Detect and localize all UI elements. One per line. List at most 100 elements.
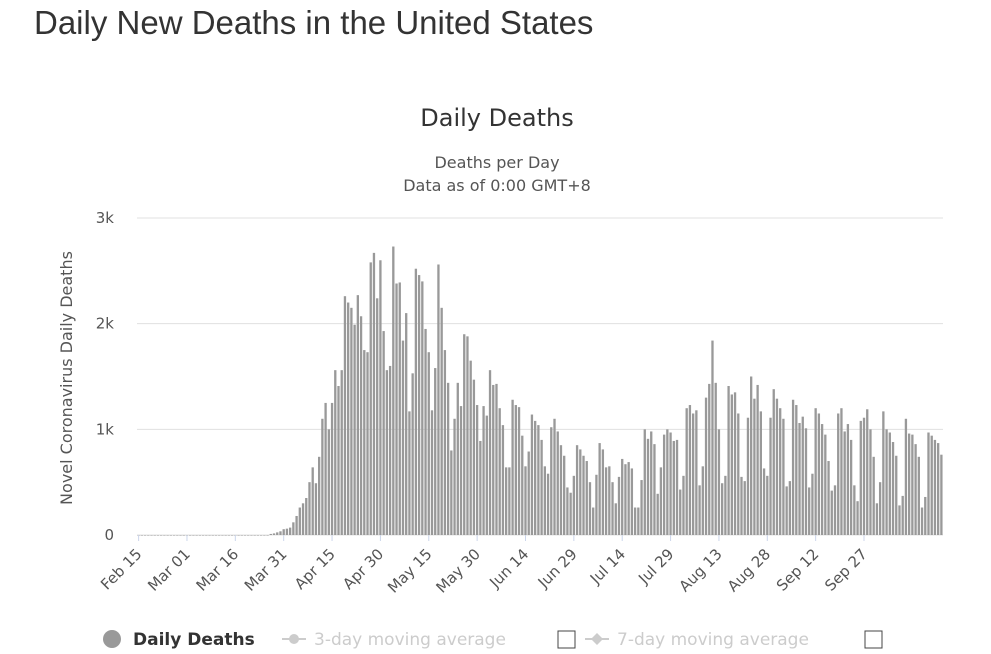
bar[interactable] — [579, 449, 582, 535]
bar[interactable] — [563, 455, 566, 535]
bar[interactable] — [682, 475, 685, 535]
bar[interactable] — [650, 431, 653, 535]
bar[interactable] — [853, 485, 856, 535]
bar[interactable] — [511, 399, 514, 535]
bar[interactable] — [543, 466, 546, 535]
bar[interactable] — [769, 417, 772, 535]
bar[interactable] — [849, 439, 853, 535]
bar[interactable] — [662, 434, 666, 535]
bar[interactable] — [211, 535, 214, 536]
bar[interactable] — [340, 370, 343, 535]
bar[interactable] — [808, 487, 811, 535]
bar[interactable] — [940, 454, 943, 535]
bar[interactable] — [924, 496, 927, 535]
bar[interactable] — [737, 413, 740, 535]
bar[interactable] — [633, 507, 637, 535]
bar[interactable] — [256, 535, 260, 536]
bar[interactable] — [750, 376, 753, 536]
bar[interactable] — [421, 281, 424, 535]
bar[interactable] — [388, 365, 392, 535]
bar[interactable] — [746, 417, 750, 535]
bar[interactable] — [456, 382, 459, 535]
bar[interactable] — [472, 379, 476, 535]
bar[interactable] — [862, 417, 866, 535]
bar[interactable] — [891, 442, 895, 535]
bar[interactable] — [685, 408, 688, 535]
bar[interactable] — [553, 418, 556, 535]
bar[interactable] — [756, 384, 759, 535]
bar[interactable] — [227, 535, 231, 536]
bar[interactable] — [166, 535, 169, 536]
bar[interactable] — [788, 481, 792, 535]
bar[interactable] — [353, 324, 356, 535]
bar[interactable] — [624, 464, 627, 535]
bar[interactable] — [566, 487, 569, 535]
bar[interactable] — [878, 482, 882, 535]
bar[interactable] — [305, 498, 308, 535]
bar[interactable] — [269, 533, 272, 535]
bar[interactable] — [266, 535, 269, 536]
bar[interactable] — [201, 535, 205, 536]
bar[interactable] — [917, 456, 920, 535]
bar[interactable] — [866, 409, 869, 535]
bar[interactable] — [485, 415, 488, 535]
bar[interactable] — [637, 507, 640, 535]
bar[interactable] — [785, 486, 788, 535]
bar[interactable] — [527, 451, 530, 535]
bar[interactable] — [582, 455, 585, 535]
bar[interactable] — [753, 398, 756, 535]
bar[interactable] — [820, 424, 824, 535]
bar[interactable] — [708, 383, 711, 535]
bar[interactable] — [224, 535, 227, 536]
bar[interactable] — [714, 382, 717, 535]
bar[interactable] — [221, 535, 224, 536]
bar[interactable] — [437, 264, 440, 535]
bar[interactable] — [901, 495, 904, 535]
bar[interactable] — [311, 467, 314, 535]
bar[interactable] — [695, 410, 698, 535]
bar[interactable] — [230, 535, 234, 536]
bar[interactable] — [711, 340, 714, 535]
bar[interactable] — [556, 431, 559, 535]
bar[interactable] — [295, 515, 298, 535]
bar[interactable] — [156, 535, 160, 536]
bar[interactable] — [801, 416, 804, 535]
bar[interactable] — [395, 283, 398, 535]
bar[interactable] — [208, 535, 211, 536]
bar[interactable] — [811, 473, 814, 535]
bar[interactable] — [927, 432, 930, 536]
bar[interactable] — [482, 406, 485, 535]
bar[interactable] — [588, 482, 592, 535]
bar[interactable] — [775, 398, 779, 535]
bar[interactable] — [430, 410, 434, 535]
bar[interactable] — [791, 399, 795, 535]
bar[interactable] — [237, 535, 240, 536]
bar[interactable] — [656, 493, 659, 535]
bar[interactable] — [933, 439, 937, 535]
bar[interactable] — [669, 432, 672, 536]
bar[interactable] — [679, 489, 682, 535]
bar[interactable] — [833, 485, 837, 535]
bar[interactable] — [501, 425, 505, 535]
bar[interactable] — [698, 485, 701, 535]
bar[interactable] — [872, 456, 875, 535]
bar[interactable] — [179, 535, 182, 536]
bar[interactable] — [356, 295, 359, 535]
bar[interactable] — [492, 384, 495, 535]
bar[interactable] — [218, 535, 221, 536]
bar[interactable] — [466, 336, 469, 535]
bar[interactable] — [366, 352, 369, 535]
bar[interactable] — [930, 435, 933, 535]
bar[interactable] — [730, 394, 733, 535]
bar[interactable] — [495, 383, 498, 535]
bar[interactable] — [408, 411, 411, 535]
bar[interactable] — [469, 360, 472, 535]
legend-checkbox[interactable] — [864, 630, 883, 649]
bar[interactable] — [359, 316, 363, 535]
bar[interactable] — [514, 405, 517, 535]
bar[interactable] — [837, 413, 840, 535]
bar[interactable] — [937, 443, 940, 535]
bar[interactable] — [192, 535, 195, 536]
bar[interactable] — [920, 507, 924, 535]
bar[interactable] — [733, 392, 737, 535]
